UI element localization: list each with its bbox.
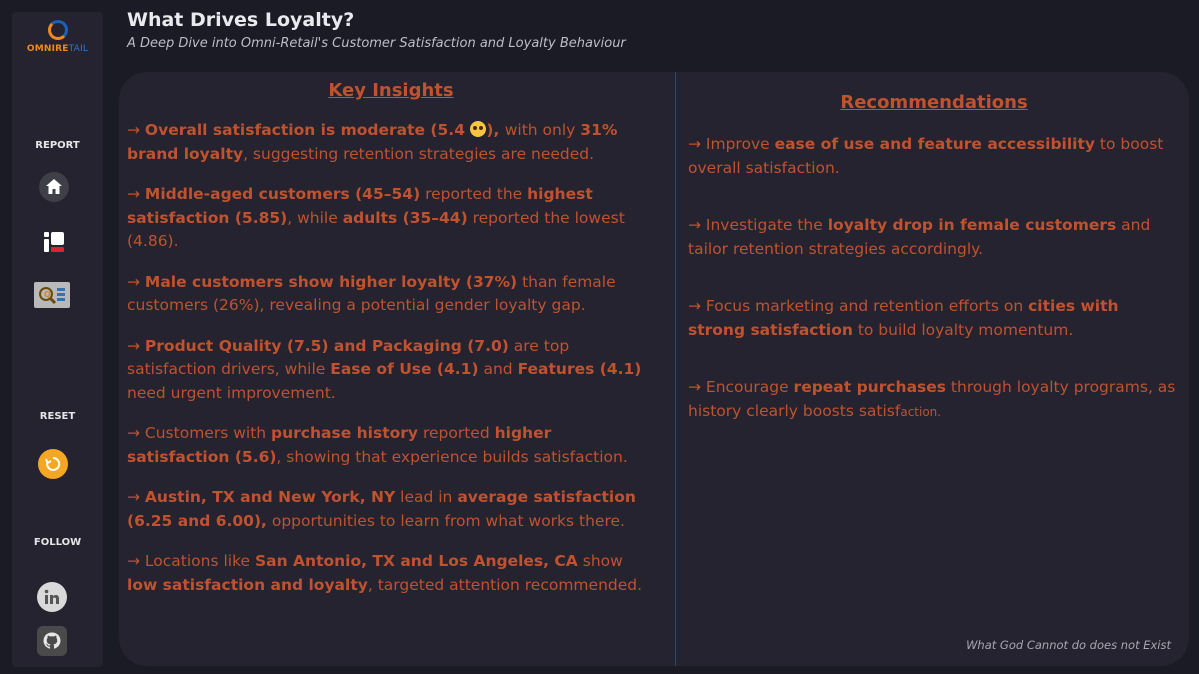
- linkedin-icon[interactable]: [37, 582, 67, 612]
- logo-icon: [47, 20, 68, 40]
- page-title: What Drives Loyalty?: [127, 9, 355, 31]
- footer-quote: What God Cannot do does not Exist: [966, 638, 1171, 652]
- content-panel: Key Insights → Overall satisfaction is m…: [119, 72, 1189, 666]
- reset-icon[interactable]: [38, 449, 68, 479]
- recommendation-item: → Investigate the loyalty drop in female…: [688, 216, 1151, 258]
- svg-text:Q: Q: [44, 290, 51, 299]
- github-icon[interactable]: [37, 626, 67, 656]
- column-divider: [675, 72, 676, 666]
- insight-item: → Locations like San Antonio, TX and Los…: [127, 552, 643, 594]
- recommendations-column: Recommendations → Improve ease of use an…: [688, 92, 1180, 458]
- brand-logo[interactable]: OMNIRETAIL: [12, 20, 103, 54]
- sidebar: OMNIRETAIL REPORT Q RESET FOLLOW: [12, 12, 103, 667]
- insight-item: → Middle-aged customers (45–54) reported…: [127, 185, 625, 250]
- logo-text-part1: OMNIRE: [26, 44, 69, 54]
- flushed-face-icon: [470, 121, 487, 137]
- report-label: REPORT: [35, 140, 80, 151]
- insights-heading: Key Insights: [328, 80, 454, 101]
- recommendation-item: → Focus marketing and retention efforts …: [688, 297, 1119, 339]
- insight-item: → Austin, TX and New York, NY lead in av…: [127, 488, 636, 530]
- recommendation-item: → Improve ease of use and feature access…: [688, 135, 1164, 177]
- insight-item: → Male customers show higher loyalty (37…: [127, 272, 616, 315]
- page-subtitle: A Deep Dive into Omni-Retail's Customer …: [127, 36, 626, 51]
- follow-label: FOLLOW: [33, 537, 82, 548]
- insights-column: Key Insights → Overall satisfaction is m…: [127, 80, 655, 614]
- reset-label: RESET: [39, 411, 76, 422]
- recommendation-item: → Encourage repeat purchases through loy…: [688, 378, 1176, 420]
- insight-item: → Customers with purchase history report…: [127, 424, 628, 466]
- logo-text-part2: TAIL: [68, 44, 89, 54]
- dashboard-icon[interactable]: [39, 227, 69, 257]
- recommendations-heading: Recommendations: [840, 92, 1028, 113]
- insight-item: → Product Quality (7.5) and Packaging (7…: [127, 336, 642, 402]
- insight-item: → Overall satisfaction is moderate (5.4 …: [127, 121, 618, 163]
- quiz-icon[interactable]: Q: [34, 282, 70, 308]
- home-icon[interactable]: [39, 172, 69, 202]
